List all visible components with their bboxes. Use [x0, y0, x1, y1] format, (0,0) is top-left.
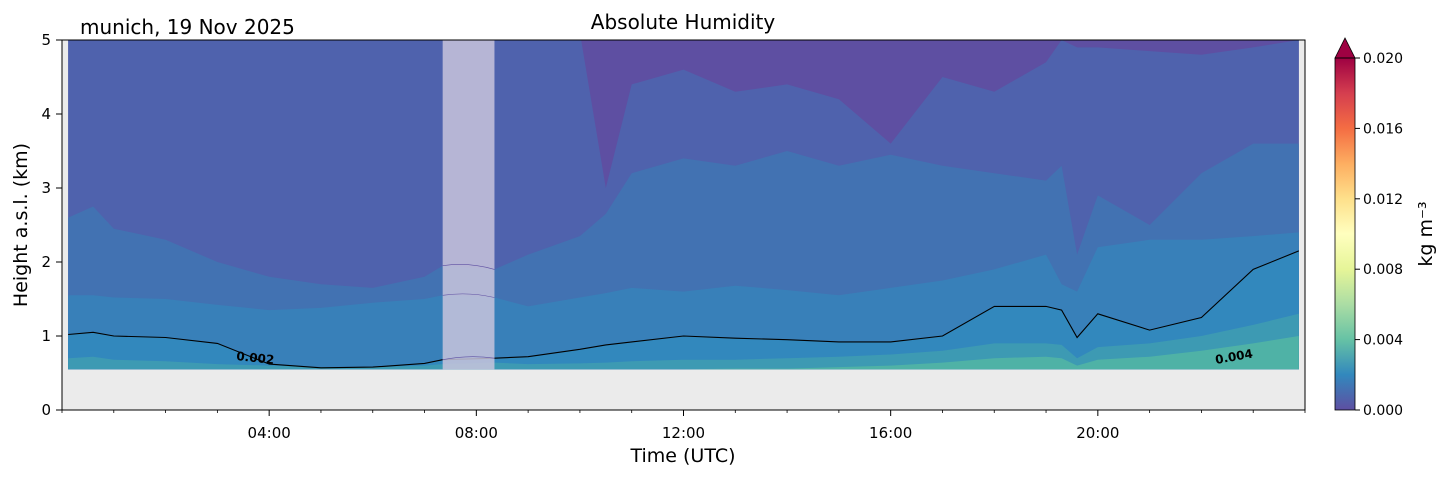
colorbar-label: kg m⁻³ [1415, 201, 1437, 266]
colorbar: 0.000 0.004 0.008 0.012 0.016 0.020 kg m⁻³ [1334, 37, 1437, 419]
missing-data-contour-1 [442, 293, 495, 298]
y-tick-label: 4 [41, 105, 51, 123]
contour-label-0-002: 0.002 [236, 349, 275, 367]
colorbar-tick-label: 0.016 [1363, 121, 1403, 137]
missing-data-contour-0 [442, 264, 495, 270]
y-tick-label: 3 [41, 179, 51, 197]
location-date-label: munich, 19 Nov 2025 [80, 15, 295, 39]
colorbar-extend-arrow [1334, 37, 1356, 59]
colorbar-tick-label: 0.000 [1363, 403, 1403, 419]
y-tick-label: 5 [41, 31, 51, 49]
missing-data-overlay [442, 40, 495, 370]
plot-area: 0.002 0.004 [62, 40, 1305, 410]
colorbar-gradient [1335, 58, 1355, 410]
colorbar-tick-label: 0.004 [1363, 333, 1403, 349]
contour-lines [68, 250, 1300, 369]
colorbar-tick-label: 0.020 [1363, 51, 1403, 67]
band-0-002-to-0-0025 [68, 250, 1299, 370]
x-tick-label: 12:00 [662, 424, 705, 442]
band-0-003-to-0-0035 [68, 336, 1299, 370]
x-tick-label: 16:00 [869, 424, 912, 442]
colorbar-tick-label: 0.012 [1363, 192, 1403, 208]
x-axis: 04:00 08:00 12:00 16:00 20:00 [61, 410, 1306, 442]
humidity-bands [68, 40, 1299, 370]
contour-0-002 [68, 250, 1300, 369]
missing-data-contour-2 [442, 356, 495, 360]
x-axis-label: Time (UTC) [629, 445, 735, 467]
colorbar-ticks: 0.000 0.004 0.008 0.012 0.016 0.020 [1355, 51, 1403, 419]
band-0-0025-to-0-003 [68, 313, 1299, 370]
colorbar-frame [1334, 57, 1356, 411]
chart-title: Absolute Humidity [591, 10, 776, 34]
colorbar-tick-label: 0.008 [1363, 262, 1403, 278]
y-axis-label: Height a.s.l. (km) [10, 143, 32, 307]
y-tick-label: 1 [41, 327, 51, 345]
y-axis: 0 1 2 3 4 5 [41, 31, 62, 419]
contour-label-0-004: 0.004 [1214, 347, 1254, 367]
x-tick-label: 08:00 [455, 424, 498, 442]
x-tick-label: 20:00 [1076, 424, 1119, 442]
y-tick-label: 0 [41, 401, 51, 419]
y-tick-label: 2 [41, 253, 51, 271]
missing-data-contours [442, 264, 495, 360]
x-tick-label: 04:00 [248, 424, 291, 442]
